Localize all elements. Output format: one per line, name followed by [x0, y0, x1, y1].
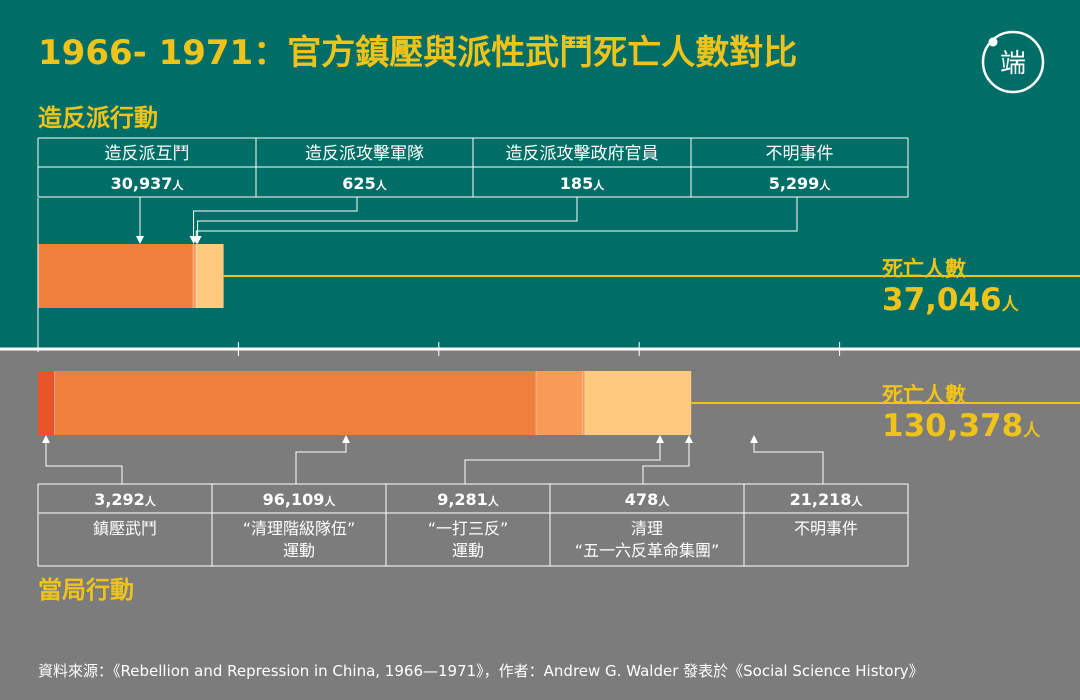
connector-arrowhead	[656, 435, 664, 443]
connector-arrowhead	[192, 236, 201, 244]
rebel-category-label: 造反派攻擊政府官員	[506, 144, 659, 164]
rebel-category-label: 造反派互鬥	[105, 144, 190, 164]
rebel-total-unit: 人	[1002, 295, 1020, 315]
rebel-category-unit: 人	[172, 178, 184, 192]
auth-category-value: 478人	[625, 490, 670, 509]
auth-total-unit: 人	[1023, 421, 1041, 441]
auth-category-label: 運動	[283, 541, 315, 560]
connector-arrowhead	[750, 435, 758, 443]
connector-arrowhead	[136, 236, 144, 244]
rebel-total-number: 37,046	[882, 282, 1002, 318]
auth-category-number: 96,109	[263, 490, 325, 509]
auth-category-table: 3,292人鎮壓武鬥96,109人“清理階級隊伍”運動9,281人“一打三反”運…	[37, 483, 909, 567]
rebel-bar-segment-3	[196, 244, 198, 308]
logo-dot	[988, 37, 998, 47]
auth-bar-segment-2	[54, 371, 536, 435]
auth-category-label: “五一六反革命集團”	[575, 541, 720, 560]
connector-line	[193, 197, 358, 240]
auth-stacked-bar	[38, 371, 692, 435]
rebel-section-label: 造反派行動	[38, 104, 158, 132]
auth-category-value: 96,109人	[263, 490, 337, 509]
rebel-category-label: 造反派攻擊軍隊	[305, 144, 424, 164]
auth-bar-segment-1	[38, 371, 55, 435]
auth-category-number: 478	[625, 490, 658, 509]
connector-line	[464, 439, 661, 484]
page-title: 1966- 1971：官方鎮壓與派性武鬥死亡人數對比	[38, 33, 797, 73]
connector-arrowhead	[342, 435, 350, 443]
auth-section-label: 當局行動	[38, 576, 134, 604]
auth-category-unit: 人	[488, 494, 500, 508]
rebel-category-unit: 人	[593, 178, 605, 192]
auth-category-label: 運動	[452, 541, 484, 560]
auth-category-label: “清理階級隊伍”	[243, 519, 356, 538]
rebel-category-value: 625人	[342, 174, 387, 193]
rebel-category-label: 不明事件	[766, 144, 834, 164]
connector-line	[195, 197, 798, 240]
auth-category-value: 3,292人	[94, 490, 157, 509]
auth-total-label: 死亡人數	[882, 383, 966, 407]
auth-category-unit: 人	[145, 494, 157, 508]
rebel-category-unit: 人	[819, 178, 831, 192]
rebel-category-number: 30,937	[111, 174, 173, 193]
rebel-category-value: 5,299人	[769, 174, 832, 193]
auth-category-number: 9,281	[437, 490, 488, 509]
auth-category-label: 清理	[631, 519, 663, 538]
auth-category-value: 9,281人	[437, 490, 500, 509]
connector-line	[753, 439, 824, 484]
auth-bar-segment-5	[584, 371, 692, 435]
rebel-category-number: 185	[560, 174, 593, 193]
connector-line	[295, 439, 347, 484]
auth-category-value: 21,218人	[790, 490, 864, 509]
auth-category-number: 3,292	[94, 490, 145, 509]
rebel-total-label: 死亡人數	[882, 257, 966, 281]
rebel-bar-segment-1	[38, 244, 193, 308]
rebel-category-number: 625	[342, 174, 375, 193]
logo-ring	[981, 30, 1045, 94]
auth-total-number: 130,378	[882, 408, 1023, 444]
rebel-bar-segment-4	[197, 244, 224, 308]
connector-arrowhead	[42, 435, 50, 443]
connector-line	[45, 439, 123, 484]
rebel-total-value: 37,046人	[882, 282, 1020, 318]
auth-category-number: 21,218	[790, 490, 852, 509]
connector-arrowhead	[685, 435, 693, 443]
rebel-stacked-bar	[38, 244, 224, 308]
auth-category-label: 不明事件	[794, 519, 858, 538]
auth-bar-segment-4	[582, 371, 585, 435]
source-note: 資料來源：《Rebellion and Repression in China,…	[38, 662, 924, 680]
auth-category-unit: 人	[851, 494, 863, 508]
rebel-category-table: 造反派互鬥30,937人造反派攻擊軍隊625人造反派攻擊政府官員185人不明事件…	[37, 137, 909, 198]
auth-category-unit: 人	[658, 494, 670, 508]
rebel-category-unit: 人	[376, 178, 388, 192]
auth-total-value: 130,378人	[882, 408, 1041, 444]
connector-line	[642, 439, 690, 484]
logo-text: 端	[1000, 49, 1026, 79]
scale-axis	[37, 198, 841, 356]
rebel-category-value: 185人	[560, 174, 605, 193]
rebel-category-value: 30,937人	[111, 174, 185, 193]
brand-logo: 端	[981, 30, 1045, 94]
connector-lines	[42, 197, 824, 484]
rebel-bar-segment-2	[192, 244, 197, 308]
rebel-category-number: 5,299	[769, 174, 820, 193]
auth-category-unit: 人	[324, 494, 336, 508]
auth-category-label: “一打三反”	[428, 519, 509, 538]
auth-category-label: 鎮壓武鬥	[93, 519, 157, 538]
auth-bar-segment-3	[535, 371, 583, 435]
